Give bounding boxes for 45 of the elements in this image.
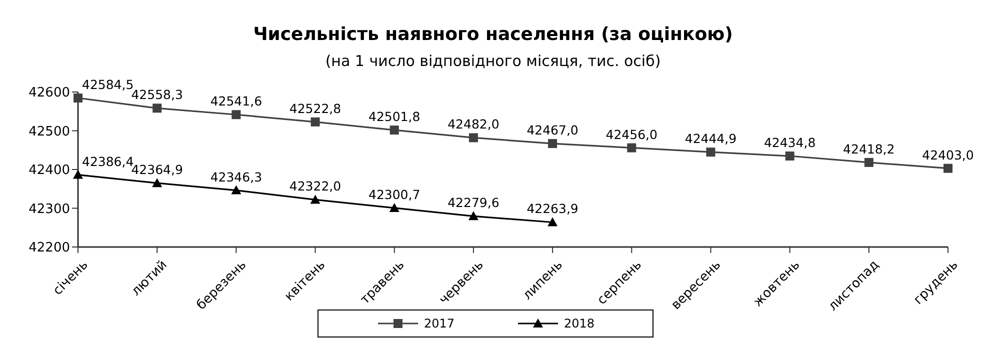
data-label: 42522,8 (289, 100, 342, 116)
data-label: 42263,9 (526, 201, 578, 216)
point (310, 117, 320, 126)
point (389, 202, 400, 212)
data-label: 42444,9 (684, 131, 737, 146)
data-label: 42456,0 (606, 126, 658, 142)
chart-title: Чисельність наявного населення (за оцінкою) (253, 24, 733, 45)
data-label: 42322,0 (289, 178, 342, 194)
legend-label: 2018 (564, 316, 595, 331)
data-label: 42501,8 (368, 109, 420, 124)
data-label: 42346,3 (210, 169, 262, 184)
point (944, 164, 952, 173)
data-label: 42584,5 (82, 77, 134, 92)
data-label: 42279,6 (448, 195, 500, 210)
data-label: 42558,3 (131, 87, 183, 102)
data-label: 42418,2 (843, 141, 895, 156)
point (152, 178, 162, 188)
y-tick-label: 42600 (28, 86, 70, 101)
chart-subtitle: (на 1 число відповідного місяця, тис. осіб) (325, 52, 661, 70)
y-tick-label: 42500 (28, 124, 70, 140)
y-tick-label: 42400 (28, 163, 70, 178)
point (706, 148, 716, 157)
point (627, 143, 636, 152)
data-label: 42467,0 (526, 122, 578, 138)
point (231, 185, 242, 194)
data-label: 42482,0 (448, 116, 500, 132)
point (232, 110, 241, 120)
data-label: 42541,6 (210, 94, 262, 109)
point (390, 126, 399, 135)
point (785, 152, 794, 161)
data-label: 42434,8 (764, 135, 816, 150)
point (310, 194, 320, 204)
legend-label: 2017 (424, 316, 455, 331)
y-tick-label: 42200 (28, 240, 70, 256)
data-label: 42403,0 (922, 147, 974, 162)
data-label: 42300,7 (368, 186, 420, 202)
point (548, 217, 558, 226)
point (468, 211, 478, 220)
point (152, 104, 162, 113)
data-label: 42386,4 (82, 154, 134, 169)
point (468, 133, 478, 142)
point (864, 158, 874, 167)
y-tick-label: 42300 (28, 202, 70, 217)
point (73, 170, 83, 179)
point (548, 139, 558, 148)
